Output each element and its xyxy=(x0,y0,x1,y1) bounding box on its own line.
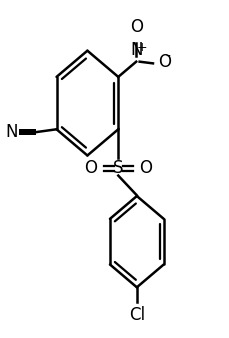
Text: N: N xyxy=(129,41,142,59)
Text: O: O xyxy=(129,18,142,36)
Text: O: O xyxy=(84,159,97,177)
Text: Cl: Cl xyxy=(128,306,144,324)
Text: N: N xyxy=(5,123,18,141)
Text: +: + xyxy=(136,41,147,54)
Text: O: O xyxy=(138,159,151,177)
Text: S: S xyxy=(112,159,123,177)
Text: O: O xyxy=(157,53,170,71)
Text: -: - xyxy=(165,50,169,64)
